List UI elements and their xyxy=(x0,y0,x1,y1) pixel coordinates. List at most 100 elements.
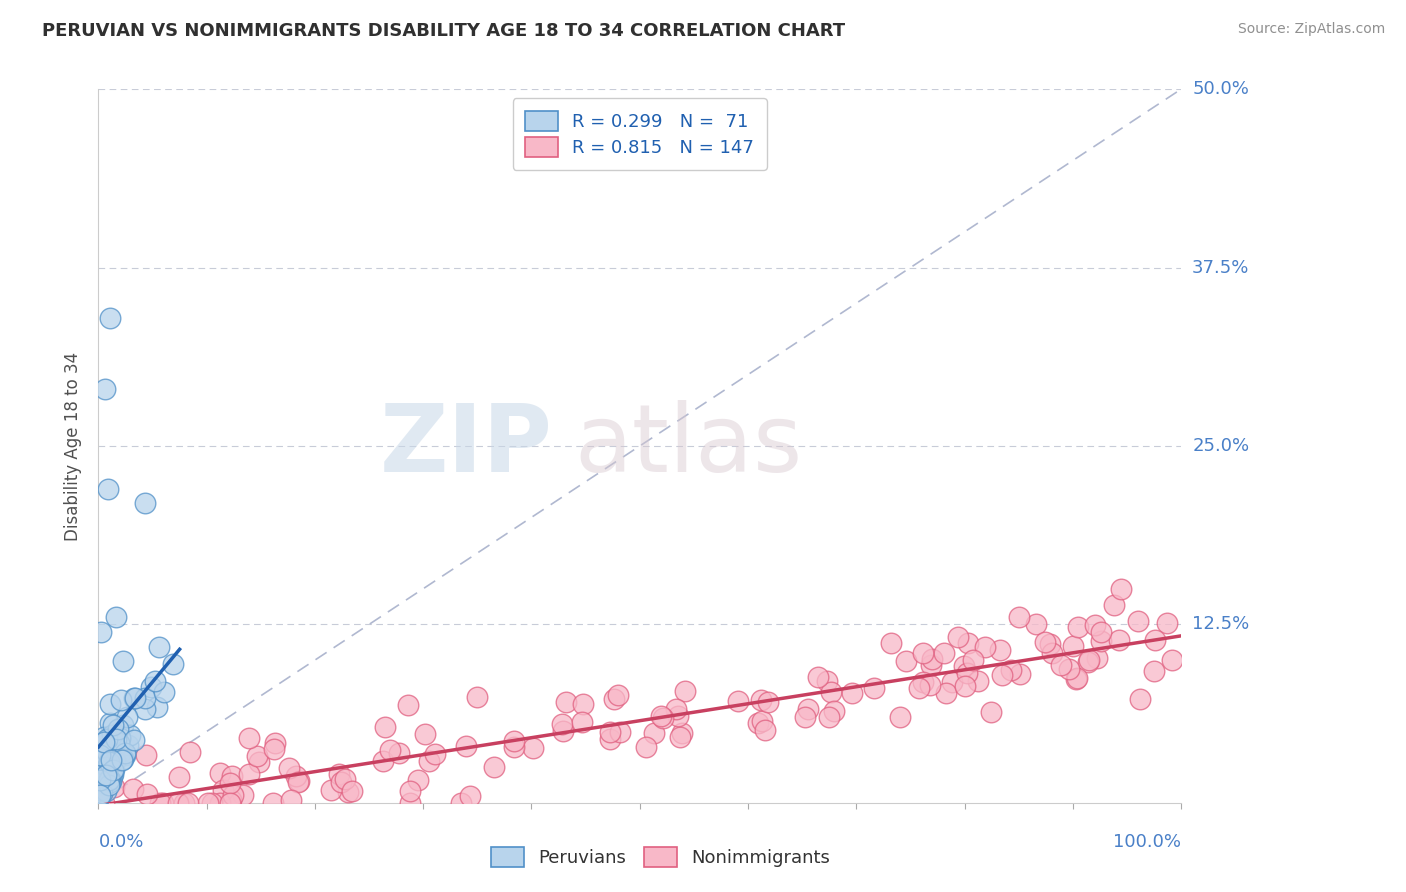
Point xyxy=(551,717,574,731)
Point xyxy=(806,670,828,684)
Point xyxy=(94,764,117,779)
Point xyxy=(1126,614,1149,628)
Point xyxy=(263,742,285,756)
Point xyxy=(121,781,143,796)
Point xyxy=(503,734,526,748)
Point xyxy=(337,784,360,798)
Point xyxy=(89,788,111,802)
Point xyxy=(162,657,184,672)
Point xyxy=(262,796,284,810)
Point xyxy=(974,640,997,654)
Point xyxy=(823,704,845,718)
Point xyxy=(458,789,481,804)
Point xyxy=(1066,671,1088,685)
Point xyxy=(115,710,138,724)
Point xyxy=(911,646,934,660)
Legend: R = 0.299   N =  71, R = 0.815   N = 147: R = 0.299 N = 71, R = 0.815 N = 147 xyxy=(513,98,766,169)
Point xyxy=(91,776,114,790)
Point xyxy=(387,746,409,760)
Point xyxy=(1078,653,1101,667)
Point xyxy=(208,796,231,810)
Point xyxy=(98,773,121,788)
Point xyxy=(93,382,115,396)
Point xyxy=(148,640,170,654)
Point xyxy=(219,793,242,807)
Point xyxy=(1156,615,1178,630)
Point xyxy=(93,730,115,744)
Point xyxy=(321,783,343,797)
Point xyxy=(599,731,621,746)
Point xyxy=(100,750,122,764)
Point xyxy=(749,693,772,707)
Point xyxy=(980,706,1002,720)
Point xyxy=(399,783,422,797)
Point xyxy=(606,688,628,702)
Point xyxy=(1025,617,1047,632)
Y-axis label: Disability Age 18 to 34: Disability Age 18 to 34 xyxy=(65,351,83,541)
Point xyxy=(100,728,122,742)
Point xyxy=(396,698,419,712)
Text: atlas: atlas xyxy=(575,400,803,492)
Point xyxy=(1102,598,1125,612)
Point xyxy=(111,753,134,767)
Point xyxy=(201,796,224,810)
Point xyxy=(747,716,769,731)
Point xyxy=(110,693,132,707)
Point xyxy=(94,768,117,782)
Point xyxy=(245,749,267,764)
Text: 100.0%: 100.0% xyxy=(1114,833,1181,851)
Point xyxy=(1040,646,1063,660)
Point xyxy=(1033,634,1056,648)
Point xyxy=(651,711,673,725)
Point xyxy=(751,714,773,729)
Point xyxy=(101,718,124,732)
Text: 25.0%: 25.0% xyxy=(1192,437,1250,455)
Point xyxy=(179,745,201,759)
Point xyxy=(1090,634,1112,648)
Point xyxy=(177,796,200,810)
Point xyxy=(89,789,111,804)
Point xyxy=(90,624,112,639)
Point xyxy=(1057,662,1080,676)
Point xyxy=(124,690,146,705)
Point xyxy=(482,760,505,774)
Point xyxy=(841,686,863,700)
Point xyxy=(89,782,111,797)
Text: ZIP: ZIP xyxy=(380,400,553,492)
Point xyxy=(415,726,437,740)
Text: 50.0%: 50.0% xyxy=(1192,80,1249,98)
Point xyxy=(101,762,124,776)
Point xyxy=(103,780,125,794)
Point xyxy=(278,761,301,775)
Point xyxy=(149,796,172,810)
Point xyxy=(932,646,955,660)
Point xyxy=(380,743,402,757)
Point xyxy=(209,766,232,780)
Point xyxy=(425,747,447,761)
Point xyxy=(197,796,219,810)
Point xyxy=(815,674,838,689)
Point xyxy=(173,796,195,810)
Point xyxy=(117,738,139,752)
Point xyxy=(862,681,884,695)
Point xyxy=(114,746,136,760)
Point xyxy=(1108,632,1130,647)
Point xyxy=(152,796,174,810)
Point xyxy=(953,679,976,693)
Point xyxy=(238,731,260,745)
Text: Source: ZipAtlas.com: Source: ZipAtlas.com xyxy=(1237,22,1385,37)
Point xyxy=(97,482,120,496)
Point xyxy=(673,683,696,698)
Point xyxy=(134,496,156,510)
Point xyxy=(553,724,575,739)
Point xyxy=(665,702,688,716)
Point xyxy=(634,739,657,754)
Point xyxy=(101,769,124,783)
Point xyxy=(921,652,943,666)
Point xyxy=(1085,651,1108,665)
Point xyxy=(212,782,235,797)
Point xyxy=(104,732,127,747)
Point xyxy=(221,769,243,783)
Point xyxy=(108,736,131,750)
Point xyxy=(1010,666,1032,681)
